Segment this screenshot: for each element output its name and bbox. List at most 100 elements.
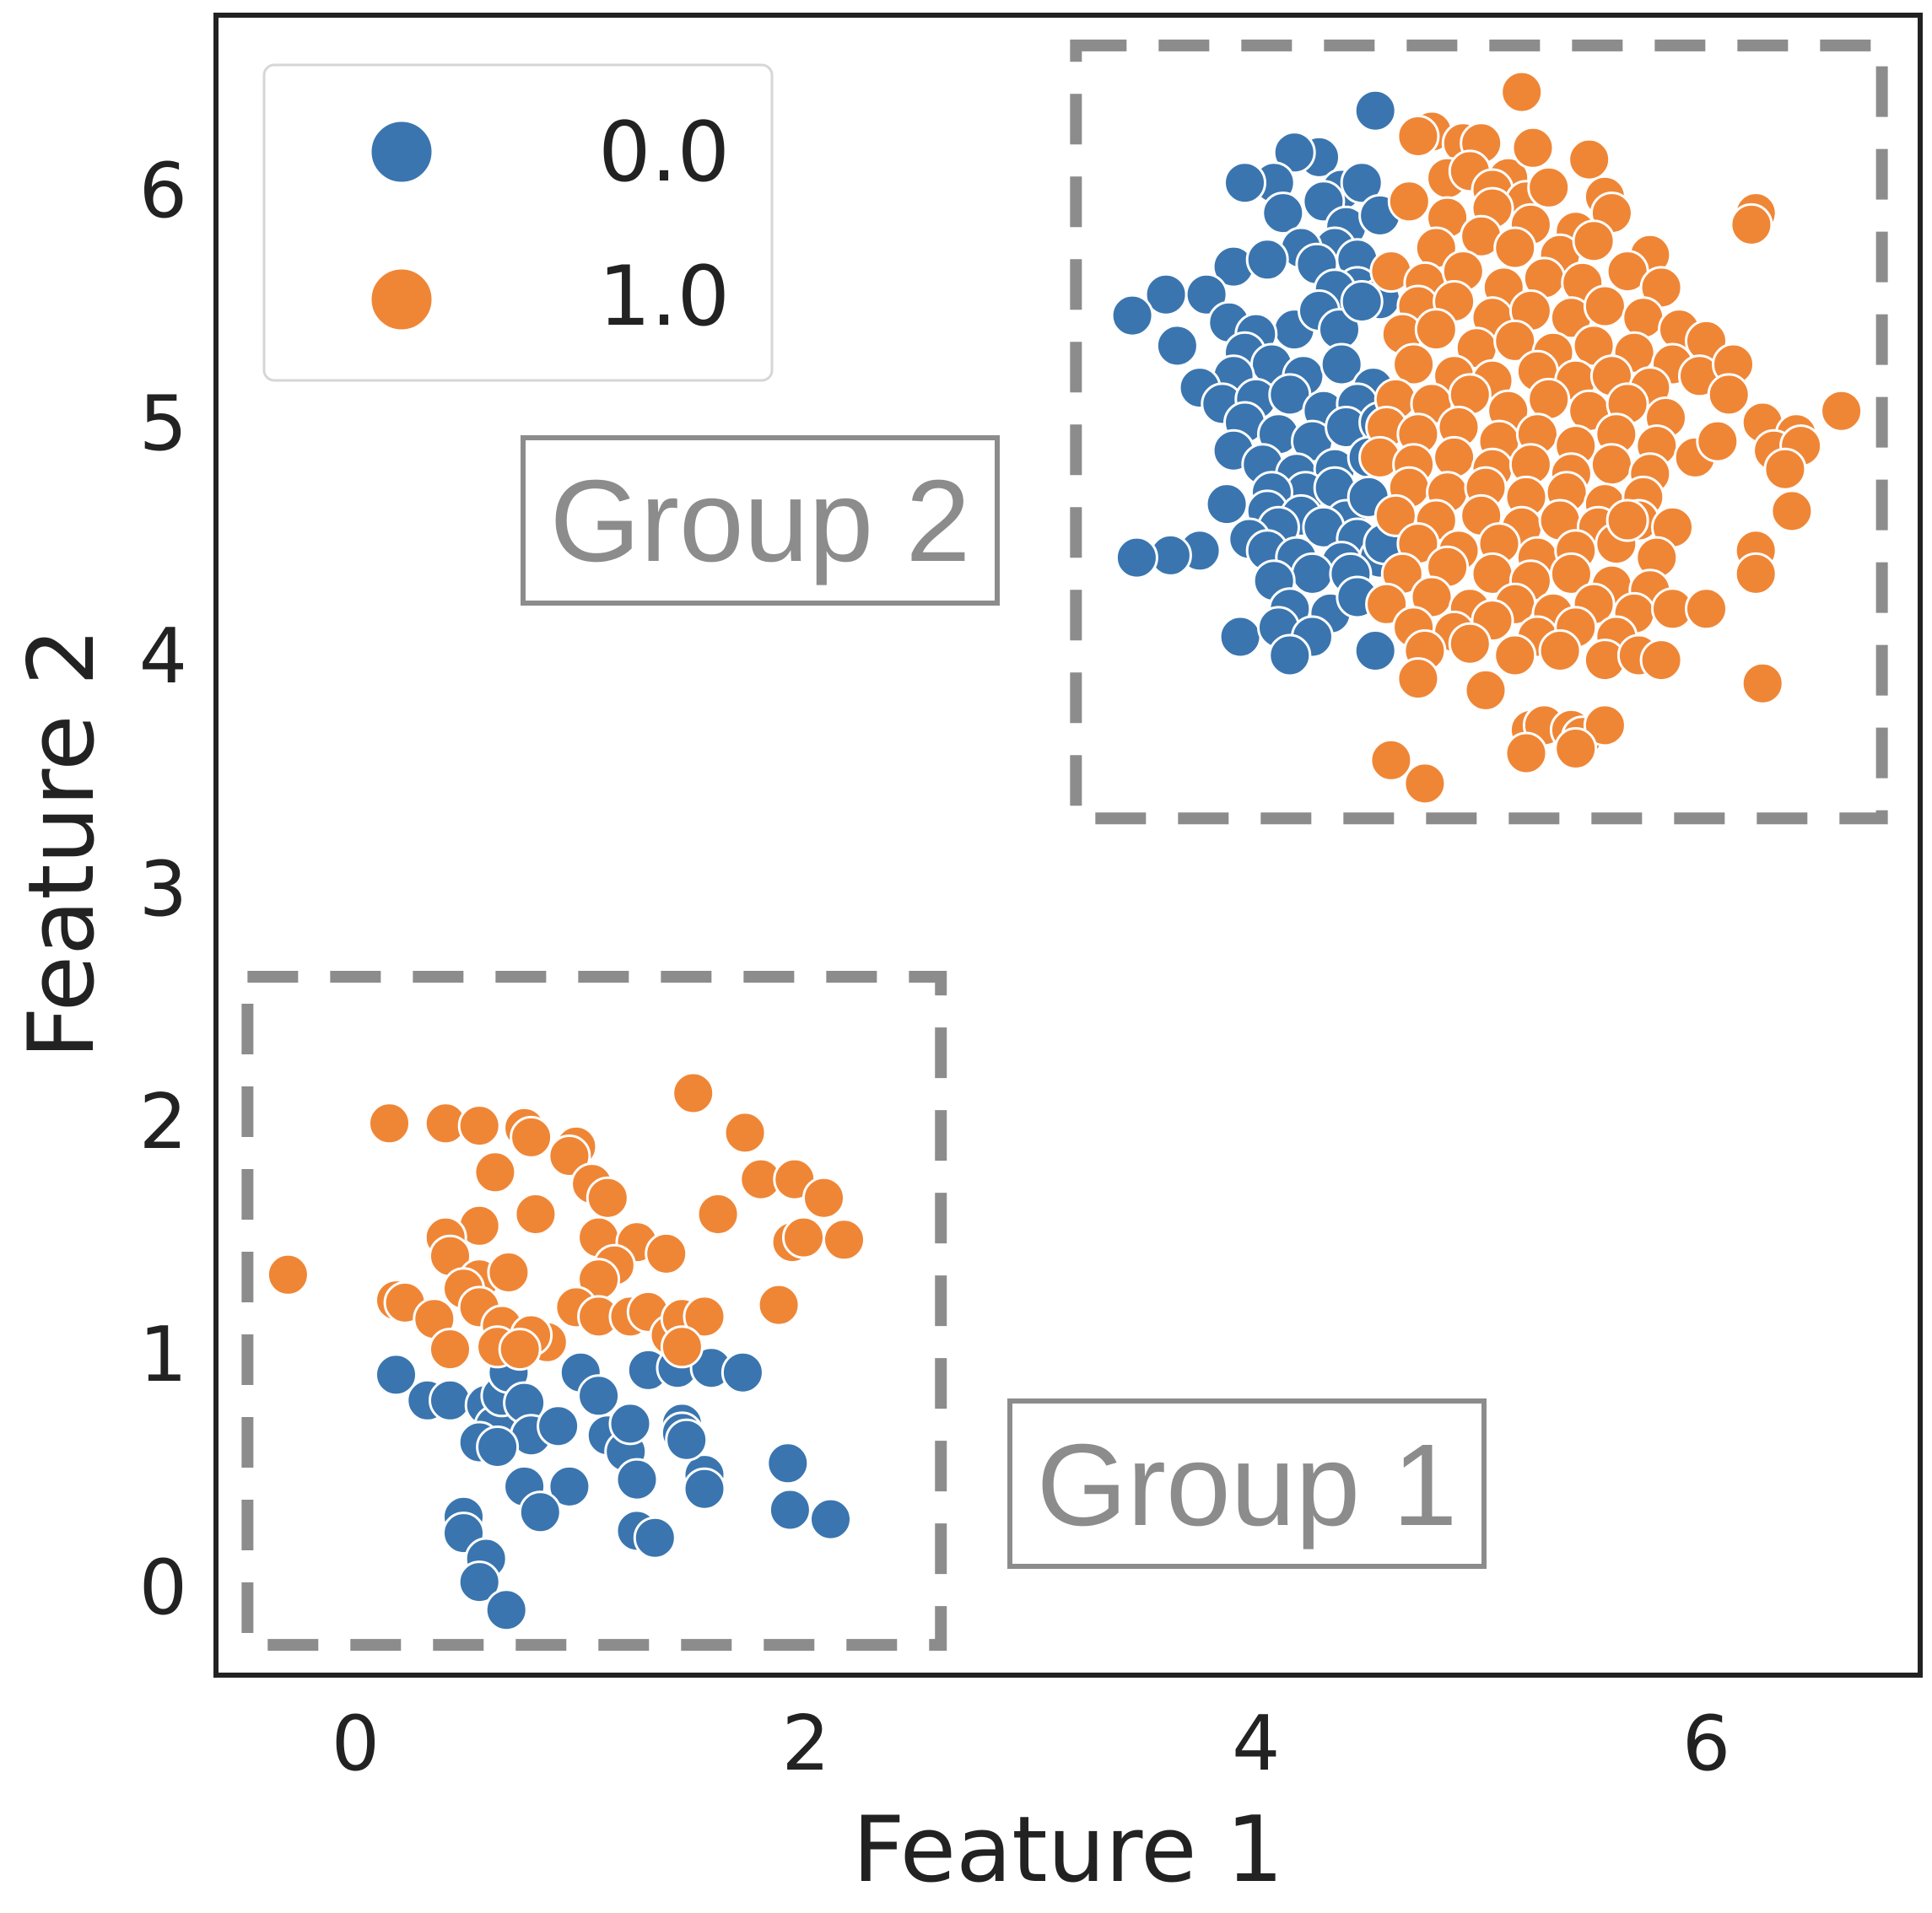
point-series-1-51 [1500,70,1544,114]
point-series-1-92 [1583,284,1627,328]
legend-marker-0 [369,119,434,185]
point-series-0-26 [518,1490,562,1534]
legend-label-0: 0.0 [598,105,730,201]
annotation-region-left [241,970,947,1652]
point-series-1-47 [429,1328,472,1371]
group-2-label: Group 2 [550,456,971,586]
point-series-0-30 [457,1560,501,1604]
point-series-1-27 [645,1231,688,1275]
point-series-0-39 [665,1418,709,1462]
point-series-1-5 [510,1115,553,1159]
point-series-1-15 [802,1176,845,1220]
point-series-1-46 [660,1325,704,1369]
x-axis-label: Feature 1 [852,1797,1283,1903]
point-series-0-31 [484,1588,528,1632]
point-series-1-53 [1396,115,1440,158]
point-series-1-201 [1464,668,1508,712]
point-series-0-121 [1268,633,1312,677]
y-axis-ticks: 0 1 2 3 4 5 6 [139,147,187,1632]
point-series-1-1 [368,1102,411,1145]
point-series-0-17 [615,1458,659,1501]
point-series-1-9 [723,1111,767,1155]
point-series-1-0 [266,1253,310,1296]
point-series-1-195 [1493,633,1537,677]
group-label-box-1: Group 1 [1007,1398,1487,1569]
point-series-1-208 [1504,731,1548,775]
point-series-1-12 [586,1176,629,1220]
point-series-0-0 [375,1353,418,1397]
point-series-1-211 [1403,762,1447,806]
point-series-0-9 [537,1404,580,1448]
point-series-1-3 [457,1104,501,1148]
point-series-1-65 [1387,180,1431,224]
point-series-1-78 [1730,202,1773,246]
point-series-0-36 [766,1441,810,1485]
point-series-1-200 [1396,657,1440,701]
point-series-1-97 [1414,308,1458,352]
group-label-box-2: Group 2 [521,435,1000,606]
point-series-1-106 [1392,342,1436,386]
y-tick-label: 4 [139,612,187,701]
group-label-box-2-frame [521,435,1000,606]
legend: 0.0 1.0 [262,63,774,382]
x-tick-label: 2 [781,1700,829,1788]
point-series-1-18 [514,1193,558,1236]
y-tick-label: 0 [139,1544,187,1632]
point-series-0-21 [720,1350,764,1394]
plot-frame [213,13,1923,1678]
point-series-0-13 [577,1374,621,1418]
group-1-label: Group 1 [1037,1420,1458,1550]
point-series-0-45 [1340,161,1384,205]
point-series-0-40 [1353,89,1397,132]
point-series-1-113 [1707,373,1751,417]
point-series-0-95 [1205,482,1249,526]
point-series-0-55 [1245,238,1289,282]
x-tick-label: 4 [1232,1700,1280,1788]
x-tick-label: 6 [1682,1700,1730,1788]
point-series-0-46 [1223,161,1266,205]
point-series-0-110 [1114,536,1158,579]
y-tick-label: 5 [139,380,187,468]
y-tick-label: 2 [139,1078,187,1167]
point-series-0-120 [1353,629,1397,672]
point-series-0-16 [608,1402,652,1446]
point-series-1-210 [1369,738,1413,782]
point-series-1-58 [1568,137,1611,181]
point-series-0-73 [1319,342,1363,386]
point-series-1-45 [683,1295,726,1339]
point-series-1-16 [823,1218,866,1262]
point-series-1-194 [1448,622,1492,666]
point-series-1-57 [1511,126,1555,170]
point-series-1-50 [757,1283,801,1327]
group-label-box-1-frame [1007,1398,1487,1569]
y-tick-label: 1 [139,1311,187,1399]
point-series-0-33 [633,1516,677,1560]
point-series-0-69 [1155,324,1199,368]
point-series-1-202 [1740,661,1784,705]
x-tick-label: 0 [332,1700,380,1788]
y-tick-label: 3 [139,845,187,934]
legend-marker-1 [369,267,434,332]
point-series-1-177 [1734,552,1778,595]
point-series-0-62 [1110,294,1154,337]
point-series-0-117 [1218,615,1262,659]
point-series-0-67 [1340,280,1384,323]
point-series-1-143 [1589,443,1633,487]
point-series-1-8 [672,1071,715,1115]
point-series-1-24 [487,1251,531,1294]
point-series-1-31 [782,1215,825,1259]
point-series-0-35 [683,1467,726,1511]
point-series-1-199 [1639,639,1683,682]
point-series-0-2 [429,1378,472,1422]
point-series-1-212 [1606,498,1649,542]
point-series-0-38 [809,1497,852,1541]
point-series-0-111 [1291,552,1334,595]
legend-label-1: 1.0 [598,249,730,345]
point-series-1-174 [1549,552,1593,595]
point-series-0-24 [548,1464,591,1508]
point-series-1-139 [1433,435,1476,479]
point-series-0-48 [1261,191,1305,235]
annotation-region-right [1070,39,1888,825]
point-series-1-7 [548,1134,591,1177]
